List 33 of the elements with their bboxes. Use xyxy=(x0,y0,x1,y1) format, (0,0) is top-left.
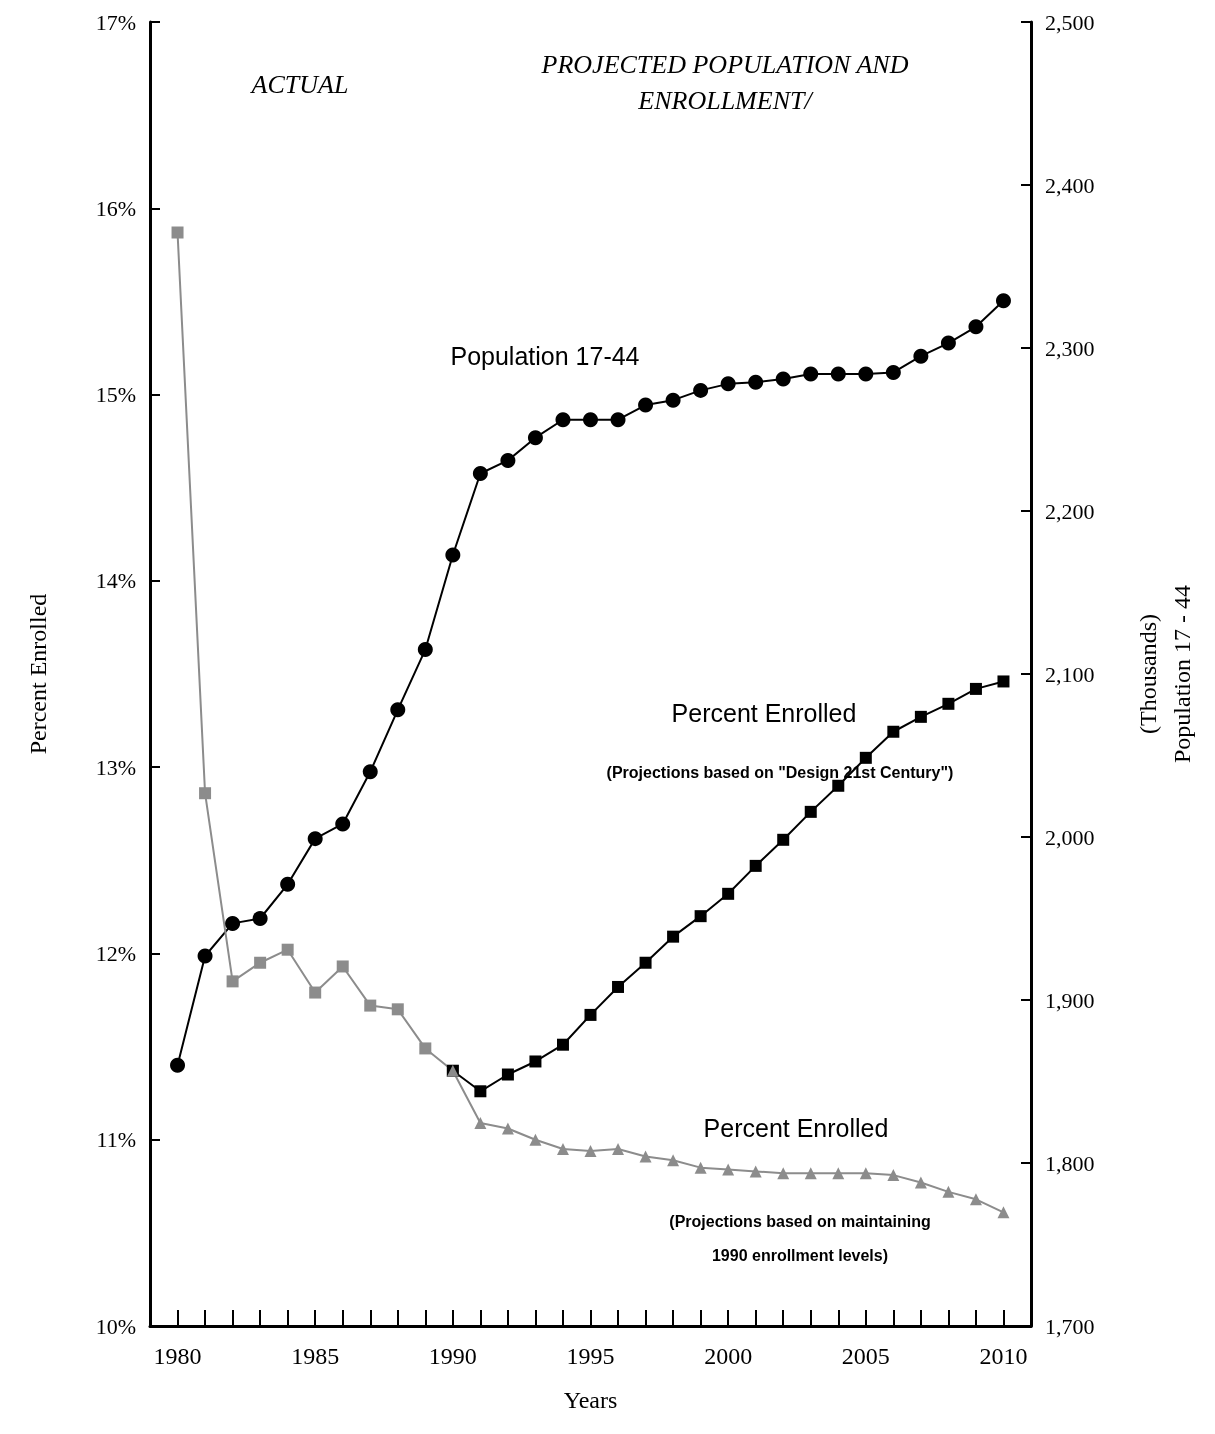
y2-tick-label: 2,300 xyxy=(1045,335,1095,361)
y-tick-label: 11% xyxy=(96,1127,136,1153)
y-tick-label: 12% xyxy=(95,940,136,966)
y-tick-label: 17% xyxy=(95,9,136,35)
y2-tick-label: 1,900 xyxy=(1045,987,1095,1013)
y2-axis-title: (Thousands) Population 17 - 44 xyxy=(1135,585,1195,763)
y-tick-label: 16% xyxy=(95,195,136,221)
x-tick-label: 2000 xyxy=(704,1343,753,1369)
annotation: (Projections based on maintaining 1990 enrollment levels) xyxy=(669,1212,931,1264)
y2-tick-label: 2,400 xyxy=(1045,172,1095,198)
y2-tick-label: 2,100 xyxy=(1045,661,1095,687)
y2-tick-label: 2,200 xyxy=(1045,498,1095,524)
annotation: ACTUAL xyxy=(249,69,349,99)
y2-tick-label: 1,700 xyxy=(1045,1313,1095,1339)
y2-tick-label: 2,500 xyxy=(1045,9,1095,35)
x-tick-label: 1985 xyxy=(291,1343,340,1369)
y2-tick-label: 1,800 xyxy=(1045,1150,1095,1176)
y-tick-label: 10% xyxy=(95,1313,136,1339)
x-tick-label: 2005 xyxy=(841,1343,890,1369)
annotation: Population 17-44 xyxy=(450,342,640,370)
y-tick-label: 13% xyxy=(95,754,136,780)
x-tick-label: 2010 xyxy=(979,1343,1028,1369)
annotation: Percent Enrolled xyxy=(671,699,857,727)
y-tick-label: 14% xyxy=(95,568,136,594)
x-tick-label: 1995 xyxy=(566,1343,615,1369)
x-tick-label: 1990 xyxy=(428,1343,477,1369)
y-tick-label: 15% xyxy=(95,382,136,408)
annotation: Percent Enrolled xyxy=(703,1114,889,1142)
y-axis-title: Percent Enrolled xyxy=(25,593,51,755)
y2-tick-label: 2,000 xyxy=(1045,824,1095,850)
x-axis-title: Years xyxy=(563,1387,618,1413)
x-tick-label: 1980 xyxy=(153,1343,202,1369)
annotation: PROJECTED POPULATION AND ENROLLMENT/ xyxy=(540,49,909,115)
